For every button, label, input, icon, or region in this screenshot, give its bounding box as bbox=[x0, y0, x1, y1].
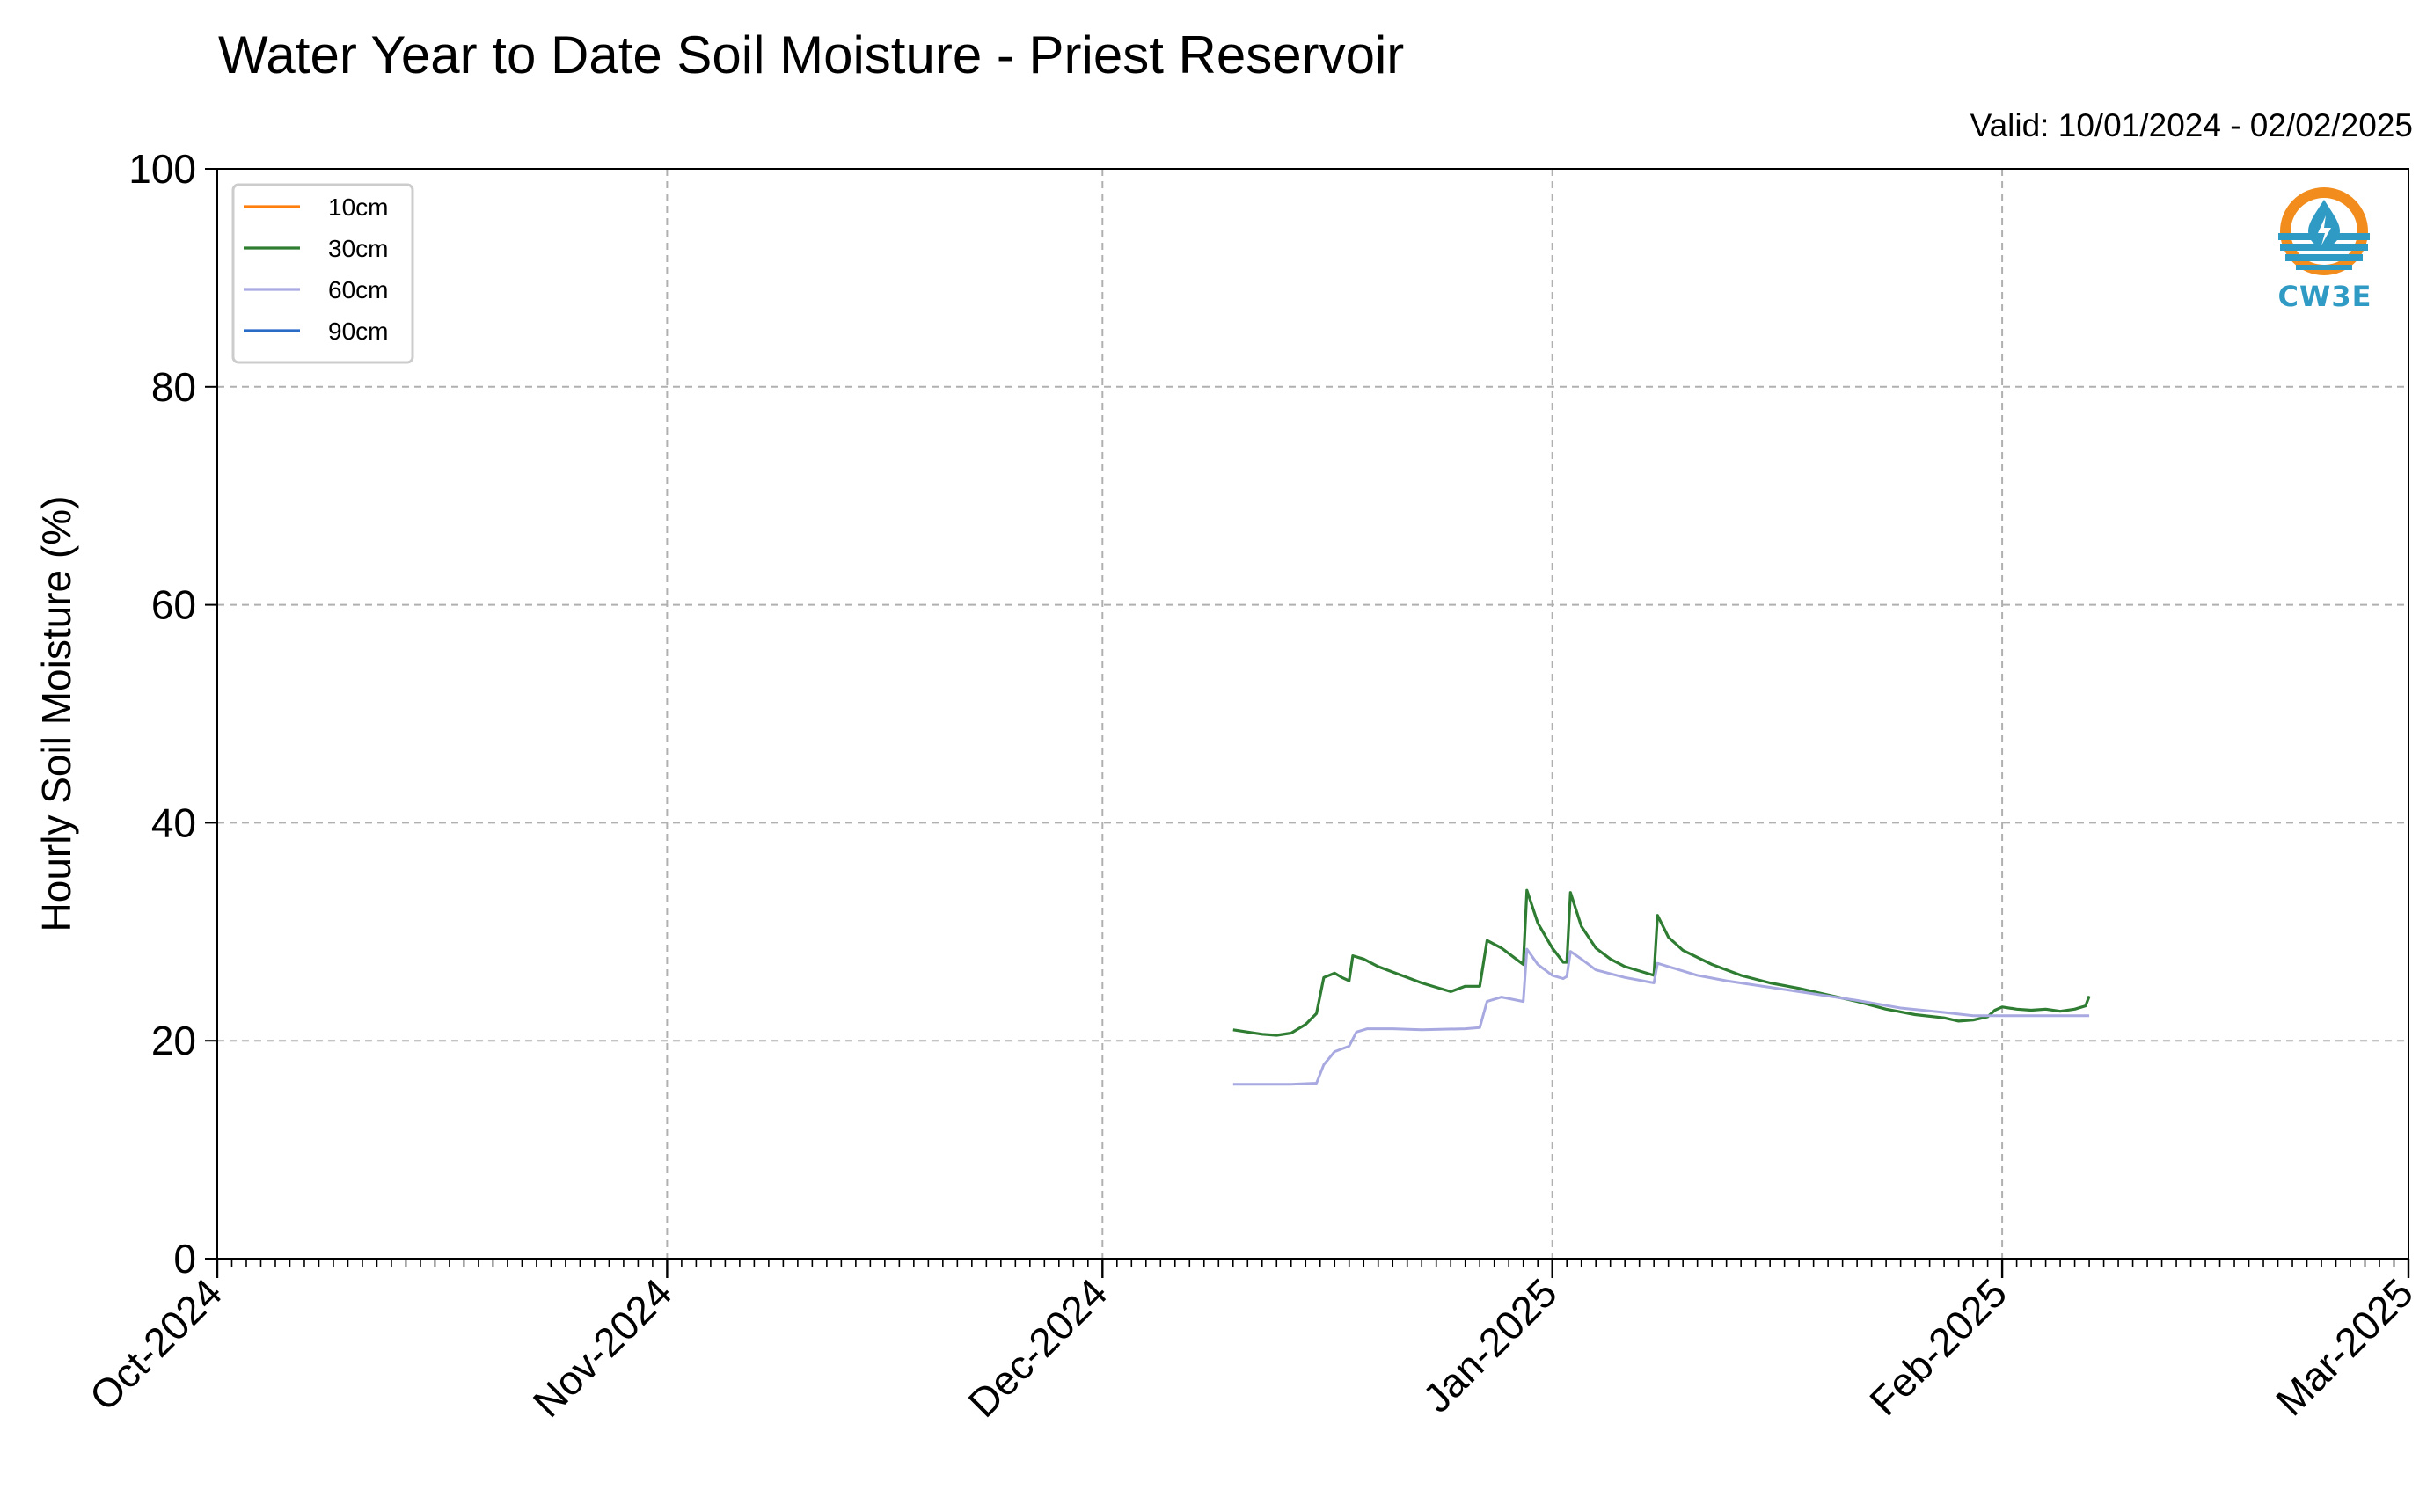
y-tick-label: 60 bbox=[151, 582, 196, 628]
y-tick-label: 100 bbox=[128, 146, 196, 192]
series-line-30cm bbox=[1232, 888, 2091, 1037]
y-tick-label: 0 bbox=[173, 1236, 196, 1282]
y-axis: 0 20 40 60 80 100 bbox=[128, 146, 217, 1282]
legend-box bbox=[231, 183, 414, 364]
legend-label: 90cm bbox=[328, 318, 388, 345]
legend-label: 10cm bbox=[328, 194, 388, 221]
x-tick-label: Dec-2024 bbox=[960, 1269, 1116, 1426]
grid-lines bbox=[216, 168, 2409, 1260]
legend: 10cm 30cm 60cm 90cm bbox=[231, 183, 414, 364]
x-axis: Oct-2024 Nov-2024 Dec-2024 Jan-2025 Feb-2025… bbox=[81, 1259, 2422, 1426]
chart-title: Water Year to Date Soil Moisture - Pries… bbox=[218, 26, 1405, 84]
logo-text: CW3E bbox=[2277, 280, 2372, 313]
valid-date-range: Valid: 10/01/2024 - 02/02/2025 bbox=[1970, 107, 2413, 143]
x-tick-label: Feb-2025 bbox=[1860, 1269, 2015, 1424]
x-tick-label: Oct-2024 bbox=[81, 1269, 231, 1420]
x-tick-label: Nov-2024 bbox=[524, 1269, 681, 1426]
x-tick-label: Jan-2025 bbox=[1414, 1269, 1565, 1421]
y-axis-label: Hourly Soil Moisture (%) bbox=[33, 496, 79, 932]
y-tick-label: 80 bbox=[151, 364, 196, 410]
y-tick-label: 20 bbox=[151, 1018, 196, 1063]
x-tick-label: Mar-2025 bbox=[2267, 1269, 2422, 1424]
cw3e-logo-icon bbox=[2278, 187, 2370, 275]
series-line-60cm bbox=[1232, 947, 2090, 1086]
plot-area-frame bbox=[216, 168, 2409, 1260]
series-lines bbox=[1232, 888, 2091, 1086]
y-tick-label: 40 bbox=[151, 800, 196, 845]
legend-label: 30cm bbox=[328, 235, 388, 262]
legend-label: 60cm bbox=[328, 276, 388, 303]
